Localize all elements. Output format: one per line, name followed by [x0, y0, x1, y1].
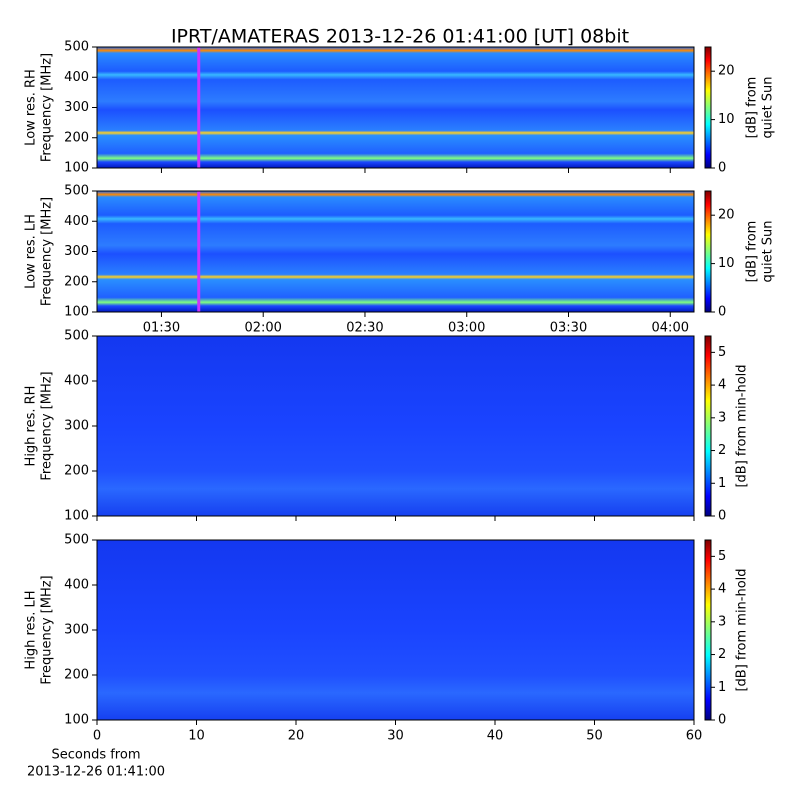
colorbar-label: [dB] from min-hold — [735, 364, 750, 487]
x-tick-label: 03:00 — [448, 321, 485, 336]
colorbar-tick-label: 0 — [718, 161, 726, 176]
y-tick-label: 400 — [64, 374, 89, 389]
spectrogram — [97, 336, 694, 516]
x-axis-label: Seconds from — [51, 748, 140, 763]
y-tick-label: 100 — [64, 509, 89, 524]
spectrogram — [97, 191, 694, 312]
y-axis-label: Frequency [MHz] — [40, 197, 55, 306]
colorbar-label: quiet Sun — [761, 220, 776, 282]
colorbar-tick-label: 5 — [718, 345, 726, 360]
x-axis-label: 2013-12-26 01:41:00 — [27, 765, 165, 780]
colorbar-tick-label: 0 — [718, 509, 726, 524]
y-tick-label: 200 — [64, 668, 89, 683]
y-axis-label: Low res. LH — [24, 214, 39, 289]
colorbar-tick-label: 2 — [718, 443, 726, 458]
y-tick-label: 100 — [64, 305, 89, 320]
colorbar — [704, 539, 712, 721]
y-tick-label: 200 — [64, 464, 89, 479]
y-tick-label: 200 — [64, 274, 89, 289]
y-tick-label: 500 — [64, 184, 89, 199]
colorbar-label: [dB] from — [745, 77, 760, 139]
colorbar-tick-label: 10 — [718, 256, 735, 271]
colorbar-tick-label: 3 — [718, 614, 726, 629]
colorbar-tick-label: 1 — [718, 680, 726, 695]
spectrogram — [97, 47, 694, 168]
colorbar-tick-label: 2 — [718, 647, 726, 662]
spectrogram — [97, 540, 694, 720]
y-tick-label: 100 — [64, 713, 89, 728]
y-tick-label: 200 — [64, 130, 89, 145]
colorbar-tick-label: 5 — [718, 549, 726, 564]
colorbar-tick-label: 20 — [718, 64, 735, 79]
colorbar-tick-label: 0 — [718, 713, 726, 728]
y-axis-label: High res. LH — [24, 590, 39, 669]
colorbar-tick-label: 3 — [718, 410, 726, 425]
x-tick-label: 60 — [686, 729, 703, 744]
colorbar — [704, 190, 712, 313]
y-tick-label: 300 — [64, 244, 89, 259]
colorbar-label: [dB] from min-hold — [735, 568, 750, 691]
colorbar — [704, 335, 712, 517]
figure-title: IPRT/AMATERAS 2013-12-26 01:41:00 [UT] 0… — [171, 26, 629, 48]
colorbar — [704, 46, 712, 169]
y-tick-label: 300 — [64, 623, 89, 638]
y-axis-label: Frequency [MHz] — [40, 53, 55, 162]
colorbar-tick-label: 4 — [718, 378, 726, 393]
x-tick-label: 50 — [586, 729, 603, 744]
y-axis-label: Frequency [MHz] — [40, 575, 55, 684]
y-tick-label: 500 — [64, 533, 89, 548]
colorbar-tick-label: 20 — [718, 208, 735, 223]
x-tick-label: 01:30 — [143, 321, 180, 336]
x-tick-label: 02:00 — [244, 321, 281, 336]
colorbar-label: [dB] from — [745, 221, 760, 283]
colorbar-tick-label: 4 — [718, 582, 726, 597]
x-tick-label: 30 — [387, 729, 404, 744]
x-tick-label: 02:30 — [346, 321, 383, 336]
colorbar-label: quiet Sun — [761, 76, 776, 138]
y-axis-label: High res. RH — [24, 386, 39, 467]
colorbar-tick-label: 10 — [718, 112, 735, 127]
y-tick-label: 100 — [64, 161, 89, 176]
y-tick-label: 400 — [64, 578, 89, 593]
x-tick-label: 0 — [93, 729, 101, 744]
x-tick-label: 04:00 — [652, 321, 689, 336]
y-axis-label: Frequency [MHz] — [40, 371, 55, 480]
y-axis-label: Low res. RH — [24, 69, 39, 146]
y-tick-label: 300 — [64, 419, 89, 434]
y-tick-label: 400 — [64, 70, 89, 85]
y-tick-label: 300 — [64, 100, 89, 115]
y-tick-label: 500 — [64, 40, 89, 55]
colorbar-tick-label: 0 — [718, 305, 726, 320]
x-tick-label: 03:30 — [550, 321, 587, 336]
x-tick-label: 20 — [288, 729, 305, 744]
x-tick-label: 40 — [487, 729, 504, 744]
x-tick-label: 10 — [188, 729, 205, 744]
colorbar-tick-label: 1 — [718, 476, 726, 491]
y-tick-label: 500 — [64, 329, 89, 344]
y-tick-label: 400 — [64, 214, 89, 229]
